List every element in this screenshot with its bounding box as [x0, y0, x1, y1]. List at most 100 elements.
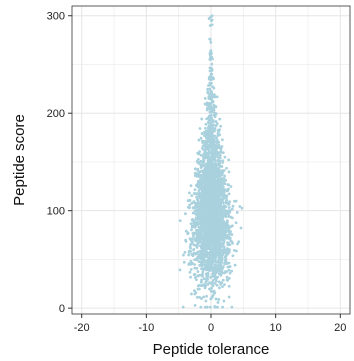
- data-point: [190, 201, 194, 205]
- data-point: [182, 260, 186, 264]
- data-point: [201, 144, 205, 148]
- data-point: [222, 195, 226, 199]
- data-point: [210, 14, 214, 18]
- data-point: [202, 295, 206, 299]
- data-point: [194, 243, 198, 247]
- data-point: [199, 187, 203, 191]
- data-point: [221, 285, 224, 289]
- data-point: [209, 275, 213, 279]
- data-point: [220, 138, 224, 142]
- data-point: [193, 303, 197, 307]
- data-point: [219, 173, 223, 177]
- data-point: [206, 185, 210, 189]
- data-point: [217, 298, 221, 301]
- data-point: [187, 191, 191, 195]
- data-point: [192, 200, 196, 203]
- data-point: [195, 174, 199, 178]
- data-point: [203, 140, 206, 144]
- data-point: [190, 239, 194, 243]
- data-point: [206, 166, 210, 170]
- data-point: [217, 146, 221, 150]
- data-point: [210, 295, 214, 299]
- data-point: [229, 215, 232, 219]
- data-point: [223, 155, 227, 159]
- data-point: [218, 229, 222, 233]
- data-point: [213, 175, 217, 179]
- data-point: [214, 161, 217, 165]
- data-point: [192, 219, 196, 223]
- data-point: [199, 273, 203, 277]
- data-point: [204, 122, 208, 126]
- data-point: [194, 291, 198, 295]
- data-point: [213, 238, 217, 242]
- data-point: [192, 211, 196, 215]
- data-point: [204, 205, 208, 209]
- data-point: [187, 250, 191, 254]
- data-point: [178, 219, 182, 223]
- data-point: [206, 274, 210, 278]
- data-point: [195, 257, 198, 261]
- data-point: [209, 90, 213, 93]
- data-point: [227, 295, 231, 299]
- data-point: [220, 238, 224, 242]
- data-point: [208, 87, 212, 91]
- data-point: [182, 253, 185, 257]
- data-point: [221, 221, 225, 225]
- data-point: [201, 257, 205, 261]
- data-point: [207, 202, 211, 206]
- data-point: [200, 263, 204, 266]
- data-point: [216, 267, 220, 271]
- data-point: [211, 119, 215, 122]
- data-point: [195, 202, 199, 206]
- data-point: [193, 263, 197, 266]
- data-point: [229, 185, 233, 188]
- data-point: [211, 280, 214, 284]
- data-point: [197, 225, 201, 229]
- data-point: [189, 222, 193, 226]
- data-point: [240, 206, 244, 210]
- data-point: [225, 212, 229, 216]
- data-point: [214, 144, 218, 147]
- data-point: [216, 144, 220, 148]
- data-points: [178, 14, 244, 309]
- data-point: [211, 192, 214, 196]
- data-point: [205, 192, 209, 196]
- data-point: [213, 282, 217, 285]
- data-point: [201, 194, 205, 198]
- data-point: [190, 237, 194, 241]
- data-point: [214, 124, 218, 128]
- data-point: [226, 279, 229, 282]
- data-point: [199, 136, 203, 140]
- data-point: [203, 190, 207, 194]
- data-point: [221, 161, 224, 164]
- data-point: [228, 265, 232, 268]
- data-point: [228, 231, 231, 235]
- data-point: [212, 134, 215, 138]
- data-point: [208, 66, 212, 70]
- data-point: [229, 225, 233, 229]
- data-point: [197, 171, 201, 175]
- data-point: [211, 233, 215, 237]
- data-point: [213, 165, 217, 169]
- data-point: [225, 198, 229, 202]
- data-point: [225, 194, 229, 198]
- data-point: [204, 197, 207, 201]
- data-point: [199, 305, 203, 309]
- data-point: [205, 226, 209, 229]
- data-point: [214, 194, 217, 197]
- data-point: [212, 103, 216, 107]
- data-point: [198, 211, 201, 214]
- data-point: [218, 266, 222, 269]
- data-point: [207, 75, 211, 79]
- data-point: [198, 232, 202, 236]
- data-point: [221, 278, 225, 282]
- data-point: [190, 252, 194, 256]
- data-point: [200, 184, 203, 188]
- data-point: [219, 254, 223, 258]
- data-point: [209, 75, 213, 79]
- data-point: [178, 268, 182, 272]
- data-point: [204, 280, 208, 284]
- data-point: [208, 38, 212, 41]
- data-point: [205, 117, 209, 121]
- data-point: [202, 164, 206, 168]
